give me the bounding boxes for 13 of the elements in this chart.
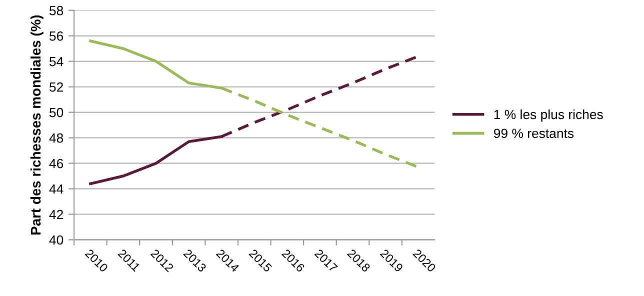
y-tick-label: 44 (49, 184, 64, 194)
legend-label: 99 % restants (494, 128, 574, 138)
y-tick-label: 58 (49, 6, 64, 16)
legend-label: 1 % les plus riches (494, 109, 603, 122)
y-tick-label: 40 (49, 235, 64, 245)
y-tick-label: 50 (49, 108, 64, 118)
y-tick-label: 56 (49, 31, 64, 41)
y-tick-label: 42 (49, 210, 63, 220)
y-tick-label: 48 (49, 133, 64, 143)
y-tick-label: 52 (49, 82, 63, 92)
y-axis-title: Part des richesses mondiales (%) (30, 15, 44, 235)
y-tick-label: 46 (49, 158, 64, 168)
y-tick-label: 54 (49, 57, 64, 66)
